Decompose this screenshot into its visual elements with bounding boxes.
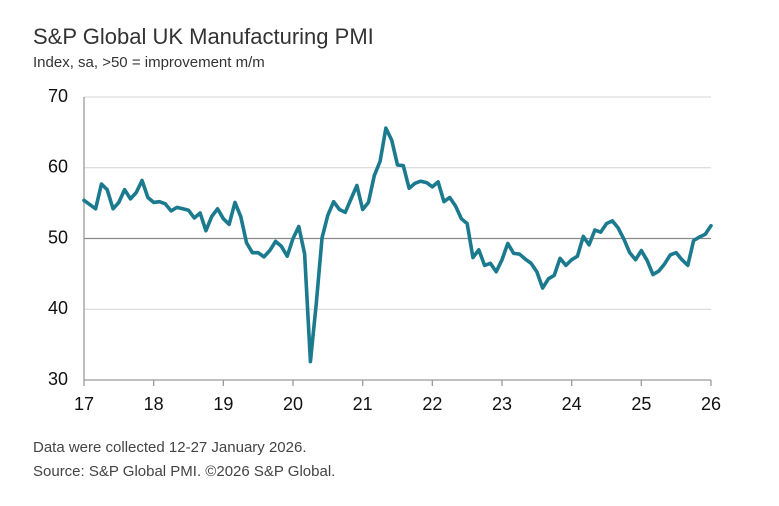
- x-tick-label: 19: [213, 394, 233, 414]
- y-tick-label: 60: [48, 157, 68, 177]
- y-tick-label: 30: [48, 369, 68, 389]
- x-tick-label: 26: [701, 394, 721, 414]
- footnote: Source: S&P Global PMI. ©2026 S&P Global…: [33, 463, 335, 480]
- x-tick-label: 23: [492, 394, 512, 414]
- series-line: [82, 126, 713, 364]
- chart-subtitle: Index, sa, >50 = improvement m/m: [33, 54, 265, 71]
- x-tick-label: 18: [144, 394, 164, 414]
- chart-title: S&P Global UK Manufacturing PMI: [33, 24, 374, 49]
- x-tick-label: 25: [631, 394, 651, 414]
- x-tick-label: 21: [353, 394, 373, 414]
- x-tick-label: 17: [74, 394, 94, 414]
- y-tick-label: 50: [48, 227, 68, 247]
- y-tick-label: 40: [48, 298, 68, 318]
- x-tick-label: 20: [283, 394, 303, 414]
- y-tick-label: 70: [48, 86, 68, 106]
- x-tick-label: 22: [422, 394, 442, 414]
- x-tick-label: 24: [562, 394, 582, 414]
- footnote: Data were collected 12-27 January 2026.: [33, 439, 307, 456]
